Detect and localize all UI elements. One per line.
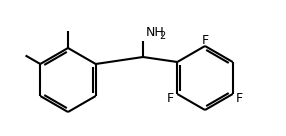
Text: F: F (201, 33, 208, 47)
Text: F: F (236, 92, 243, 104)
Text: 2: 2 (159, 31, 165, 41)
Text: NH: NH (146, 26, 165, 39)
Text: F: F (167, 92, 174, 104)
